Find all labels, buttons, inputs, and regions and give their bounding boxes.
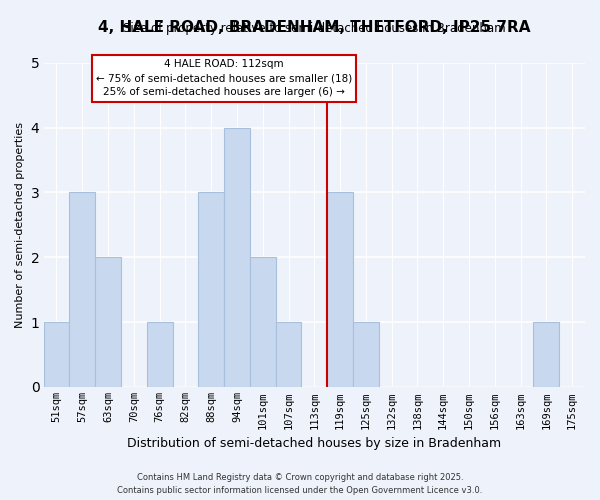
Text: 4, HALE ROAD, BRADENHAM, THETFORD, IP25 7RA: 4, HALE ROAD, BRADENHAM, THETFORD, IP25 … (98, 20, 530, 35)
Bar (353, 322, 379, 387)
Bar (533, 322, 559, 387)
Bar (198, 192, 224, 387)
X-axis label: Distribution of semi-detached houses by size in Bradenham: Distribution of semi-detached houses by … (127, 437, 502, 450)
Bar (70, 192, 95, 387)
Title: Size of property relative to semi-detached houses in Bradenham: Size of property relative to semi-detach… (123, 22, 506, 35)
Text: 4 HALE ROAD: 112sqm
← 75% of semi-detached houses are smaller (18)
25% of semi-d: 4 HALE ROAD: 112sqm ← 75% of semi-detach… (96, 60, 352, 98)
Bar (147, 322, 173, 387)
Bar (275, 322, 301, 387)
Bar (224, 128, 250, 387)
Bar (44, 322, 70, 387)
Bar (327, 192, 353, 387)
Bar (250, 258, 275, 387)
Text: Contains HM Land Registry data © Crown copyright and database right 2025.
Contai: Contains HM Land Registry data © Crown c… (118, 474, 482, 495)
Y-axis label: Number of semi-detached properties: Number of semi-detached properties (15, 122, 25, 328)
Bar (95, 258, 121, 387)
